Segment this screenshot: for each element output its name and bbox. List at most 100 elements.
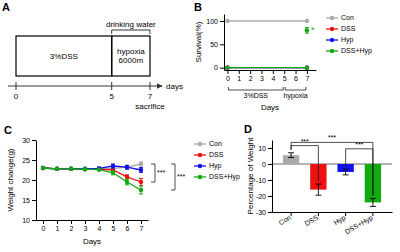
- legend-label: DSS: [209, 151, 224, 158]
- error-bar: [305, 28, 309, 34]
- tick-mark: [99, 220, 100, 224]
- legend-swatch: [198, 164, 202, 168]
- tick: 20: [22, 177, 36, 184]
- tick: 7: [305, 70, 309, 82]
- point: [139, 168, 143, 172]
- tick: 4: [271, 70, 275, 82]
- point: [55, 167, 59, 171]
- axis: 0 50 100: [206, 15, 224, 72]
- point: [97, 167, 101, 171]
- tick: 1: [237, 70, 241, 82]
- panel-title: C: [4, 124, 12, 136]
- tick-label: 5: [109, 92, 114, 101]
- legend-item: Hyp: [326, 36, 354, 44]
- point: [225, 19, 229, 23]
- tick-mark: [150, 82, 151, 90]
- y-axis-title: Percentage of Weight: [246, 137, 255, 215]
- significance-bracket: [291, 146, 318, 181]
- tick-label: 15: [22, 197, 30, 204]
- point: [139, 162, 143, 166]
- error-bar: [111, 164, 115, 168]
- tick-mark: [291, 212, 292, 216]
- error-bar: [97, 168, 101, 170]
- point: [83, 167, 87, 171]
- annotation: *: [311, 25, 315, 35]
- period-bracket: [228, 87, 283, 90]
- error-bar: [315, 184, 321, 195]
- tick: 4: [98, 220, 102, 232]
- tick: 50: [210, 41, 224, 48]
- tick-mark: [307, 70, 308, 74]
- tick-mark: [273, 70, 274, 74]
- tick: 15: [22, 197, 36, 204]
- tick-label: 0: [214, 64, 218, 71]
- tick-label: 3: [260, 75, 264, 82]
- tick-mark: [284, 70, 285, 74]
- tick-label: 10: [22, 217, 30, 224]
- timeline: 057daysdrinking water3%DSShypoxia6000msa…: [8, 20, 183, 111]
- plot-area: [272, 153, 392, 207]
- tick: 10: [258, 145, 272, 152]
- legend-item: Con: [194, 140, 222, 147]
- legend-item: DSS+Hyp: [326, 47, 372, 55]
- error-bar: [55, 168, 59, 170]
- point: [69, 167, 73, 171]
- series-line: [227, 20, 307, 21]
- legend-label: Hyp: [209, 162, 222, 170]
- tick-label: 6: [294, 75, 298, 82]
- period-label: hypoxia: [283, 92, 307, 100]
- tick-label: 100: [206, 18, 218, 25]
- tick: DSS: [303, 212, 319, 227]
- tick-mark: [113, 220, 114, 224]
- tick: 1: [56, 220, 60, 232]
- period-label: hypoxia6000m: [117, 47, 145, 65]
- tick-label: 0: [226, 75, 230, 82]
- tick-label: DSS+Hyp: [344, 214, 375, 236]
- point: [41, 166, 45, 170]
- point: [55, 167, 59, 171]
- bracket-label: drinking water: [106, 20, 156, 29]
- legend-label: DSS: [341, 25, 356, 32]
- axis-line: [37, 220, 149, 221]
- point: [69, 167, 73, 171]
- legend-item: DSS+Hyp: [194, 173, 240, 181]
- error-bar: [41, 167, 45, 169]
- significance-label: ***: [301, 138, 309, 145]
- period-box: [112, 36, 150, 76]
- point: [41, 166, 45, 170]
- error-bar: [41, 167, 45, 169]
- tick: Con: [278, 212, 293, 226]
- error-bar: [139, 168, 143, 173]
- point: [305, 65, 309, 69]
- tick: 6: [294, 70, 298, 82]
- tick-label: 0: [14, 92, 19, 101]
- error-bar: [139, 162, 143, 166]
- tick-mark: [268, 164, 272, 165]
- point: [305, 65, 309, 69]
- significance-bracket: [171, 164, 175, 190]
- point: [225, 65, 229, 69]
- point: [125, 175, 129, 179]
- tick-mark: [32, 160, 36, 161]
- point: [97, 167, 101, 171]
- legend-swatch: [198, 153, 202, 157]
- legend-item: DSS: [326, 25, 356, 32]
- tick: 0: [262, 161, 272, 168]
- point: [305, 65, 309, 69]
- significance-bracket: [291, 142, 373, 195]
- legend-label: Con: [209, 140, 222, 147]
- error-bar: [125, 166, 129, 169]
- point: [83, 167, 87, 171]
- error-bar: [69, 168, 73, 170]
- tick-label: 2: [249, 75, 253, 82]
- tick: 100: [206, 18, 224, 25]
- legend-label: Hyp: [341, 36, 354, 44]
- tick-mark: [32, 200, 36, 201]
- axis: -30-20-10010: [256, 141, 273, 216]
- tick-label: 3: [84, 225, 88, 232]
- tick-label: 2: [70, 225, 74, 232]
- tick-label: 50: [210, 41, 218, 48]
- point: [97, 167, 101, 171]
- point: [305, 19, 309, 23]
- legend-item: Con: [326, 14, 354, 21]
